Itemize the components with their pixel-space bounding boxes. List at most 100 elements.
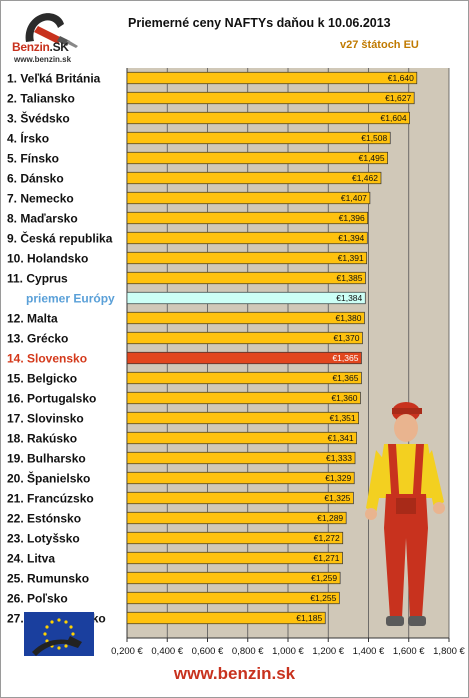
bar-value-label: €1,255 xyxy=(310,593,336,603)
bar-value-label: €1,462 xyxy=(352,173,378,183)
category-label: 21. Francúzsko xyxy=(7,492,94,506)
category-label: 2. Taliansko xyxy=(7,92,75,106)
category-label: 8. Maďarsko xyxy=(7,212,78,226)
chart-title: Priemerné ceny NAFTYs daňou k 10.06.2013 xyxy=(128,16,391,30)
bar-value-label: €1,185 xyxy=(296,613,322,623)
category-label: 13. Grécko xyxy=(7,332,68,346)
category-label: 20. Španielsko xyxy=(7,471,90,486)
category-label: 6. Dánsko xyxy=(7,172,64,186)
bar-value-label: €1,360 xyxy=(331,393,357,403)
bar-value-label: €1,370 xyxy=(333,333,359,343)
bar xyxy=(126,151,388,165)
category-label: 3. Švédsko xyxy=(7,111,70,126)
x-tick-label: 0,400 € xyxy=(151,646,183,657)
category-label: 11. Cyprus xyxy=(7,272,68,286)
bar-value-label: €1,365 xyxy=(332,373,358,383)
bar-value-label: €1,385 xyxy=(336,273,362,283)
bar xyxy=(126,211,369,225)
category-label: 25. Rumunsko xyxy=(7,572,89,586)
bar-value-label: €1,396 xyxy=(339,213,365,223)
bar xyxy=(126,191,371,205)
bar-value-label: €1,289 xyxy=(317,513,343,523)
category-label: 14. Slovensko xyxy=(7,352,87,366)
category-label: 24. Litva xyxy=(7,552,55,566)
bar-value-label: €1,351 xyxy=(330,413,356,423)
category-label: 17. Slovinsko xyxy=(7,412,84,426)
bar-value-label: €1,604 xyxy=(381,113,407,123)
logo-url: www.benzin.sk xyxy=(14,55,72,64)
bar-value-label: €1,508 xyxy=(361,133,387,143)
eu-flag-fuel-nozzle-icon xyxy=(24,612,94,656)
bar xyxy=(126,451,356,465)
bar-value-label: €1,394 xyxy=(338,233,364,243)
category-label: 15. Belgicko xyxy=(7,372,77,386)
bar xyxy=(126,311,365,325)
bar xyxy=(126,591,340,605)
bar-value-label: €1,329 xyxy=(325,473,351,483)
bar xyxy=(126,91,415,105)
bar-value-label: €1,271 xyxy=(314,553,340,563)
category-label: 19. Bulharsko xyxy=(7,452,86,466)
bar xyxy=(126,511,347,525)
bar-value-label: €1,495 xyxy=(359,153,385,163)
logo-text: Benzin.SK xyxy=(12,40,69,54)
bar xyxy=(126,231,368,245)
x-tick-label: 1,800 € xyxy=(433,646,465,657)
bar xyxy=(126,571,341,585)
bar xyxy=(126,171,382,185)
bar xyxy=(126,551,343,565)
bar-value-label: €1,380 xyxy=(335,313,361,323)
bar-value-label: €1,259 xyxy=(311,573,337,583)
bar xyxy=(126,491,354,505)
bar-value-label: €1,365 xyxy=(332,353,358,363)
bar-value-label: €1,325 xyxy=(324,493,350,503)
chart-subtitle: v27 štátoch EU xyxy=(340,39,419,51)
category-label: 10. Holandsko xyxy=(7,252,88,266)
category-label: 9. Česká republika xyxy=(7,231,113,246)
benzin-logo xyxy=(25,13,78,48)
bar xyxy=(126,371,362,385)
bar xyxy=(126,111,410,125)
category-label: 12. Malta xyxy=(7,312,58,326)
footer-url: www.benzin.sk xyxy=(173,664,296,683)
bar xyxy=(126,271,366,285)
bar xyxy=(126,391,361,405)
x-tick-label: 0,200 € xyxy=(111,646,143,657)
x-tick-label: 1,000 € xyxy=(272,646,304,657)
category-label: 5. Fínsko xyxy=(7,152,59,166)
bar-value-label: €1,391 xyxy=(338,253,364,263)
category-label: 23. Lotyšsko xyxy=(7,532,80,546)
bar-value-label: €1,627 xyxy=(385,93,411,103)
category-label: 18. Rakúsko xyxy=(7,432,77,446)
bar-value-label: €1,384 xyxy=(336,293,362,303)
bar xyxy=(126,611,326,625)
bar xyxy=(126,291,366,305)
bar xyxy=(126,471,355,485)
bar-value-label: €1,333 xyxy=(326,453,352,463)
bar xyxy=(126,531,344,545)
category-label: 26. Poľsko xyxy=(7,592,68,606)
bar-value-label: €1,640 xyxy=(388,73,414,83)
bar xyxy=(126,131,391,145)
bar xyxy=(126,251,368,265)
category-label: 4. Írsko xyxy=(7,131,49,146)
bar-value-label: €1,341 xyxy=(328,433,354,443)
x-tick-label: 0,600 € xyxy=(192,646,224,657)
fuel-nozzle-icon xyxy=(25,13,78,48)
bar xyxy=(126,431,357,445)
category-label: 22. Estónsko xyxy=(7,512,81,526)
bar-value-label: €1,272 xyxy=(314,533,340,543)
x-tick-label: 1,600 € xyxy=(393,646,425,657)
category-label: priemer Európy xyxy=(26,292,115,306)
bar xyxy=(126,71,418,85)
x-tick-label: 1,200 € xyxy=(312,646,344,657)
bar xyxy=(126,411,359,425)
bar xyxy=(126,351,362,365)
bar xyxy=(126,331,363,345)
category-label: 7. Nemecko xyxy=(7,192,74,206)
category-label: 16. Portugalsko xyxy=(7,392,96,406)
mechanic-figure xyxy=(365,402,445,626)
bar-value-label: €1,407 xyxy=(341,193,367,203)
x-tick-label: 1,400 € xyxy=(353,646,385,657)
category-label: 1. Veľká Británia xyxy=(7,72,101,86)
